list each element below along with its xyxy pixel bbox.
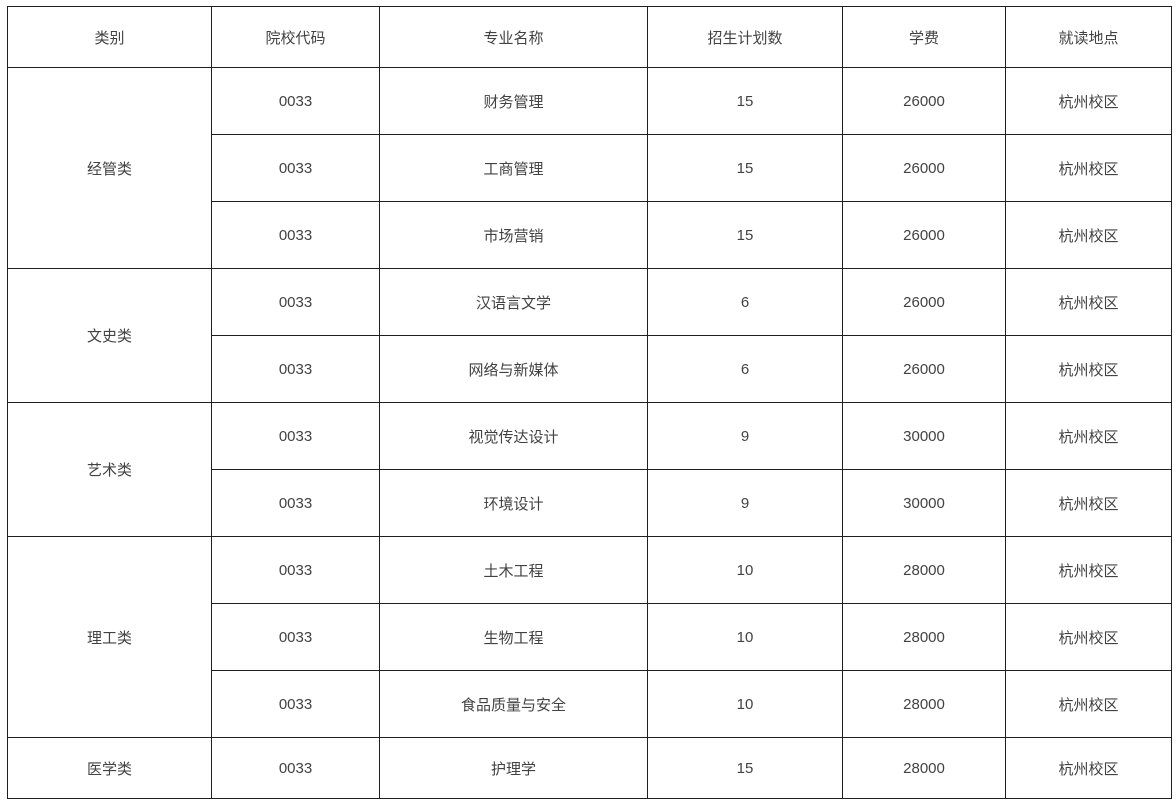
code-cell: 0033 [211, 67, 380, 135]
tuition-cell: 26000 [842, 268, 1006, 336]
plan-cell: 9 [647, 469, 843, 537]
code-cell: 0033 [211, 335, 380, 403]
major-cell: 土木工程 [379, 536, 648, 604]
tuition-cell: 26000 [842, 67, 1006, 135]
header-cell-1: 院校代码 [211, 6, 380, 68]
plan-cell: 15 [647, 201, 843, 269]
major-cell: 市场营销 [379, 201, 648, 269]
plan-cell: 10 [647, 536, 843, 604]
code-cell: 0033 [211, 469, 380, 537]
major-cell: 汉语言文学 [379, 268, 648, 336]
plan-cell: 10 [647, 670, 843, 738]
location-cell: 杭州校区 [1005, 268, 1172, 336]
table-row: 艺术类 0033 视觉传达设计 9 30000 杭州校区 [7, 402, 1172, 537]
location-cell: 杭州校区 [1005, 737, 1172, 799]
major-cell: 工商管理 [379, 134, 648, 202]
tuition-cell: 28000 [842, 603, 1006, 671]
location-cell: 杭州校区 [1005, 201, 1172, 269]
table-body: 经管类 0033 财务管理 15 26000 杭州校区 0033 工商管理 15 26000 杭州校… [7, 67, 1172, 799]
header-cell-5: 就读地点 [1005, 6, 1172, 68]
location-cell: 杭州校区 [1005, 670, 1172, 738]
table-row: 经管类 0033 财务管理 15 26000 杭州校区 [7, 67, 1172, 269]
code-cell: 0033 [211, 134, 380, 202]
plan-cell: 15 [647, 737, 843, 799]
code-cell: 0033 [211, 268, 380, 336]
code-cell: 0033 [211, 201, 380, 269]
tuition-cell: 26000 [842, 335, 1006, 403]
code-cell: 0033 [211, 536, 380, 604]
code-cell: 0033 [211, 737, 380, 799]
code-cell: 0033 [211, 402, 380, 470]
category-cell: 理工类 [7, 536, 212, 738]
plan-cell: 15 [647, 67, 843, 135]
table-row: 0033 工商管理 15 26000 杭州校区 [8, 134, 1172, 202]
major-cell: 视觉传达设计 [379, 402, 648, 470]
tuition-cell: 26000 [842, 201, 1006, 269]
location-cell: 杭州校区 [1005, 67, 1172, 135]
location-cell: 杭州校区 [1005, 134, 1172, 202]
location-cell: 杭州校区 [1005, 335, 1172, 403]
plan-cell: 10 [647, 603, 843, 671]
category-cell: 艺术类 [7, 402, 212, 537]
header-cell-0: 类别 [7, 6, 212, 68]
tuition-cell: 30000 [842, 469, 1006, 537]
table-row: 0033 食品质量与安全 10 28000 杭州校区 [8, 670, 1172, 738]
tuition-cell: 28000 [842, 670, 1006, 738]
major-cell: 护理学 [379, 737, 648, 799]
header-cell-2: 专业名称 [379, 6, 648, 68]
location-cell: 杭州校区 [1005, 603, 1172, 671]
major-cell: 网络与新媒体 [379, 335, 648, 403]
location-cell: 杭州校区 [1005, 402, 1172, 470]
code-cell: 0033 [211, 670, 380, 738]
major-cell: 食品质量与安全 [379, 670, 648, 738]
location-cell: 杭州校区 [1005, 469, 1172, 537]
category-cell: 文史类 [7, 268, 212, 403]
table-row: 0033 环境设计 9 30000 杭州校区 [8, 469, 1172, 537]
major-cell: 财务管理 [379, 67, 648, 135]
tuition-cell: 28000 [842, 536, 1006, 604]
major-cell: 生物工程 [379, 603, 648, 671]
plan-cell: 15 [647, 134, 843, 202]
table-row: 0033 市场营销 15 26000 杭州校区 [8, 201, 1172, 269]
tuition-cell: 30000 [842, 402, 1006, 470]
table-row: 理工类 0033 土木工程 10 28000 杭州校区 [7, 536, 1172, 738]
table-row: 0033 生物工程 10 28000 杭州校区 [8, 603, 1172, 671]
plan-cell: 6 [647, 268, 843, 336]
admission-plan-table: 类别 院校代码 专业名称 招生计划数 学费 就读地点 经管类 0033 财务管理 15 26000… [7, 6, 1172, 799]
plan-cell: 6 [647, 335, 843, 403]
plan-cell: 9 [647, 402, 843, 470]
location-cell: 杭州校区 [1005, 536, 1172, 604]
table-header-row: 类别 院校代码 专业名称 招生计划数 学费 就读地点 [7, 6, 1172, 68]
category-cell: 医学类 [7, 737, 212, 799]
code-cell: 0033 [211, 603, 380, 671]
category-cell: 经管类 [7, 67, 212, 269]
major-cell: 环境设计 [379, 469, 648, 537]
header-cell-4: 学费 [842, 6, 1006, 68]
tuition-cell: 28000 [842, 737, 1006, 799]
table-row: 文史类 0033 汉语言文学 6 26000 杭州校区 [7, 268, 1172, 403]
tuition-cell: 26000 [842, 134, 1006, 202]
table-row: 医学类 0033 护理学 15 28000 杭州校区 [7, 737, 1172, 799]
header-cell-3: 招生计划数 [647, 6, 843, 68]
